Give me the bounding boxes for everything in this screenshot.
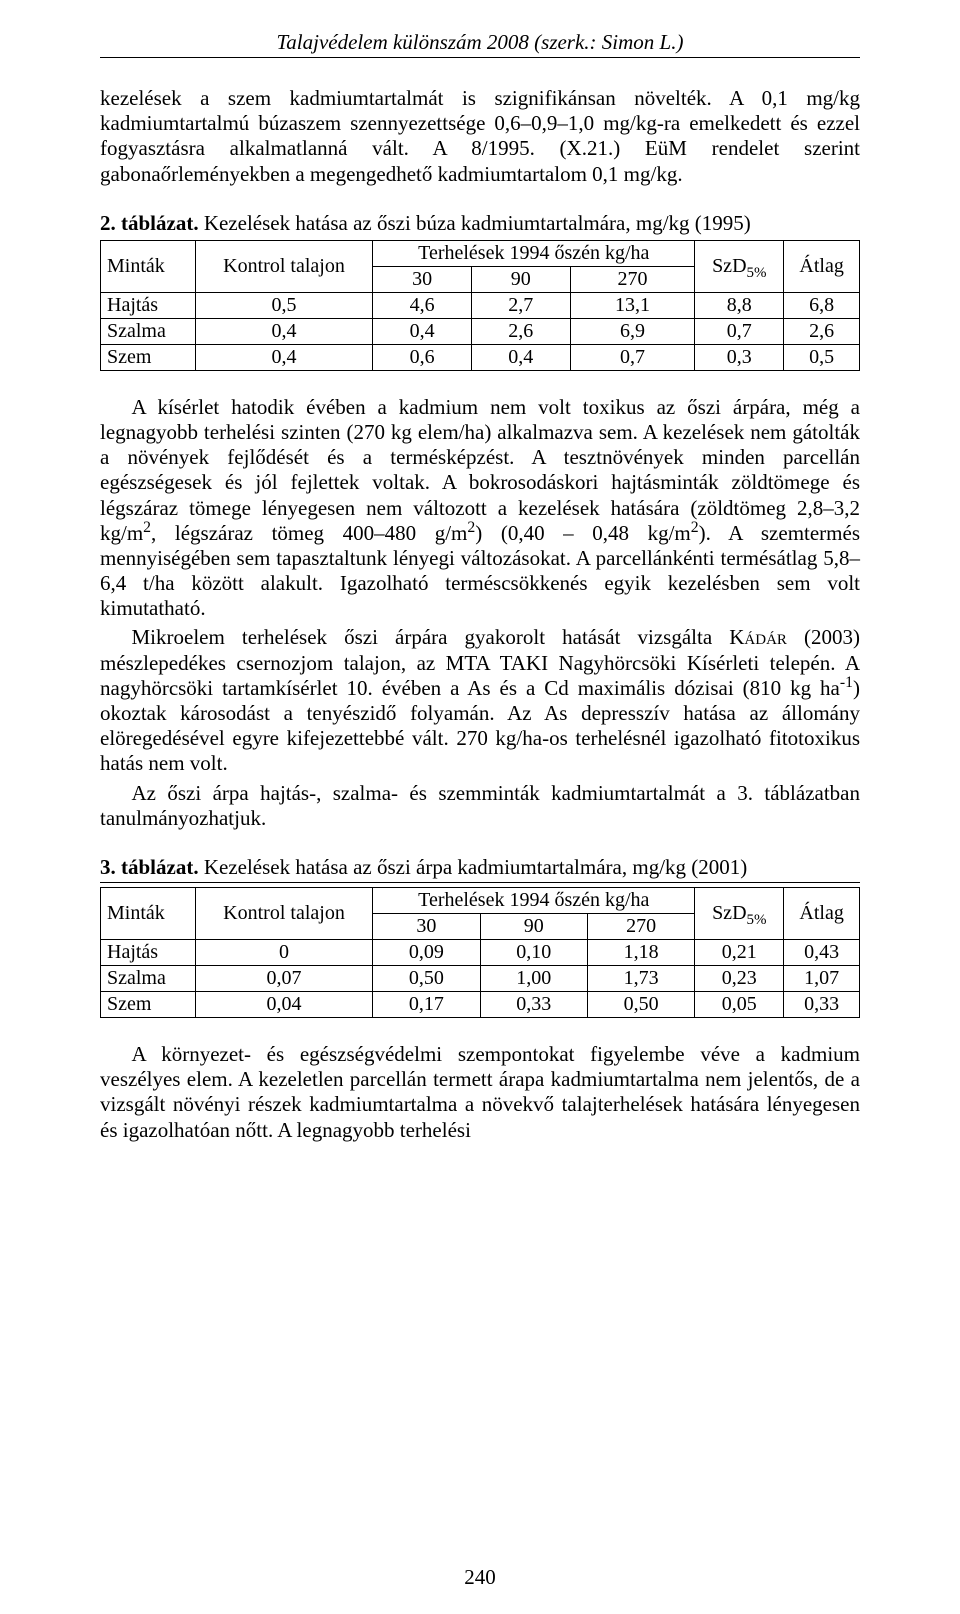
paragraph-5: A környezet- és egészségvédelmi szempont… [100, 1042, 860, 1143]
table-cell: 2,6 [471, 318, 570, 344]
table-cell: 1,07 [784, 965, 860, 991]
table-cell: 0,4 [471, 344, 570, 370]
table-cell: 0,17 [373, 991, 480, 1017]
table-cell: 0,7 [695, 318, 784, 344]
table-cell: 0 [195, 939, 373, 965]
table-2-col-mintak: Minták [101, 240, 196, 292]
table-3-row-2-label: Szalma [101, 965, 196, 991]
table-2-col-terhelesek: Terhelések 1994 őszén kg/ha [373, 240, 695, 266]
table-3-row-1-label: Hajtás [101, 939, 196, 965]
table-2-col-szd: SzD5% [695, 240, 784, 292]
table-cell: 0,7 [570, 344, 695, 370]
table-2-caption: 2. táblázat. Kezelések hatása az őszi bú… [100, 211, 860, 236]
table-cell: 0,50 [373, 965, 480, 991]
table-cell: 0,3 [695, 344, 784, 370]
table-2-header-row-1: Minták Kontrol talajon Terhelések 1994 ő… [101, 240, 860, 266]
table-3-subcol-270: 270 [587, 913, 694, 939]
table-2-row-3-label: Szem [101, 344, 196, 370]
table-cell: 1,00 [480, 965, 587, 991]
paragraph-1: kezelések a szem kadmiumtartalmát is szi… [100, 86, 860, 187]
table-cell: 0,33 [480, 991, 587, 1017]
page-number: 240 [0, 1565, 960, 1590]
table-2: Minták Kontrol talajon Terhelések 1994 ő… [100, 240, 860, 371]
table-3-caption: 3. táblázat. Kezelések hatása az őszi ár… [100, 855, 860, 883]
page-container: Talajvédelem különszám 2008 (szerk.: Sim… [0, 0, 960, 1614]
table-row: Hajtás 0,5 4,6 2,7 13,1 8,8 6,8 [101, 292, 860, 318]
table-3-caption-rest: Kezelések hatása az őszi árpa kadmiumtar… [199, 855, 748, 879]
table-cell: 0,05 [695, 991, 784, 1017]
paragraph-3: Mikroelem terhelések őszi árpára gyakoro… [100, 625, 860, 776]
table-row: Szem 0,4 0,6 0,4 0,7 0,3 0,5 [101, 344, 860, 370]
table-cell: 0,50 [587, 991, 694, 1017]
table-cell: 0,5 [784, 344, 860, 370]
table-cell: 4,6 [373, 292, 472, 318]
table-3-row-3-label: Szem [101, 991, 196, 1017]
author-kadar: Kádár [729, 625, 787, 649]
table-cell: 8,8 [695, 292, 784, 318]
table-cell: 0,6 [373, 344, 472, 370]
table-row: Hajtás 0 0,09 0,10 1,18 0,21 0,43 [101, 939, 860, 965]
table-cell: 0,10 [480, 939, 587, 965]
table-3-col-terhelesek: Terhelések 1994 őszén kg/ha [373, 887, 695, 913]
table-cell: 6,9 [570, 318, 695, 344]
table-3: Minták Kontrol talajon Terhelések 1994 ő… [100, 887, 860, 1018]
table-cell: 1,73 [587, 965, 694, 991]
table-cell: 13,1 [570, 292, 695, 318]
table-3-col-szd: SzD5% [695, 887, 784, 939]
table-cell: 2,7 [471, 292, 570, 318]
table-3-subcol-30: 30 [373, 913, 480, 939]
table-cell: 0,21 [695, 939, 784, 965]
table-cell: 0,07 [195, 965, 373, 991]
table-3-header-row-1: Minták Kontrol talajon Terhelések 1994 ő… [101, 887, 860, 913]
table-2-col-atlag: Átlag [784, 240, 860, 292]
table-2-caption-rest: Kezelések hatása az őszi búza kadmiumtar… [199, 211, 751, 235]
table-3-col-atlag: Átlag [784, 887, 860, 939]
table-cell: 0,33 [784, 991, 860, 1017]
table-row: Szalma 0,07 0,50 1,00 1,73 0,23 1,07 [101, 965, 860, 991]
table-2-row-2-label: Szalma [101, 318, 196, 344]
table-2-row-1-label: Hajtás [101, 292, 196, 318]
table-cell: 0,09 [373, 939, 480, 965]
table-cell: 0,43 [784, 939, 860, 965]
table-cell: 0,04 [195, 991, 373, 1017]
table-cell: 0,23 [695, 965, 784, 991]
table-row: Szem 0,04 0,17 0,33 0,50 0,05 0,33 [101, 991, 860, 1017]
table-cell: 0,5 [195, 292, 373, 318]
table-2-subcol-90: 90 [471, 266, 570, 292]
table-3-col-mintak: Minták [101, 887, 196, 939]
table-cell: 0,4 [195, 344, 373, 370]
table-2-subcol-270: 270 [570, 266, 695, 292]
table-cell: 6,8 [784, 292, 860, 318]
table-3-col-kontrol: Kontrol talajon [195, 887, 373, 939]
table-cell: 0,4 [195, 318, 373, 344]
table-2-col-kontrol: Kontrol talajon [195, 240, 373, 292]
page-header: Talajvédelem különszám 2008 (szerk.: Sim… [100, 30, 860, 58]
table-2-subcol-30: 30 [373, 266, 472, 292]
table-3-caption-bold: 3. táblázat. [100, 855, 199, 879]
table-row: Szalma 0,4 0,4 2,6 6,9 0,7 2,6 [101, 318, 860, 344]
paragraph-2: A kísérlet hatodik évében a kadmium nem … [100, 395, 860, 622]
table-cell: 1,18 [587, 939, 694, 965]
table-cell: 2,6 [784, 318, 860, 344]
paragraph-4: Az őszi árpa hajtás-, szalma- és szemmin… [100, 781, 860, 831]
table-2-caption-bold: 2. táblázat. [100, 211, 199, 235]
table-cell: 0,4 [373, 318, 472, 344]
table-3-subcol-90: 90 [480, 913, 587, 939]
